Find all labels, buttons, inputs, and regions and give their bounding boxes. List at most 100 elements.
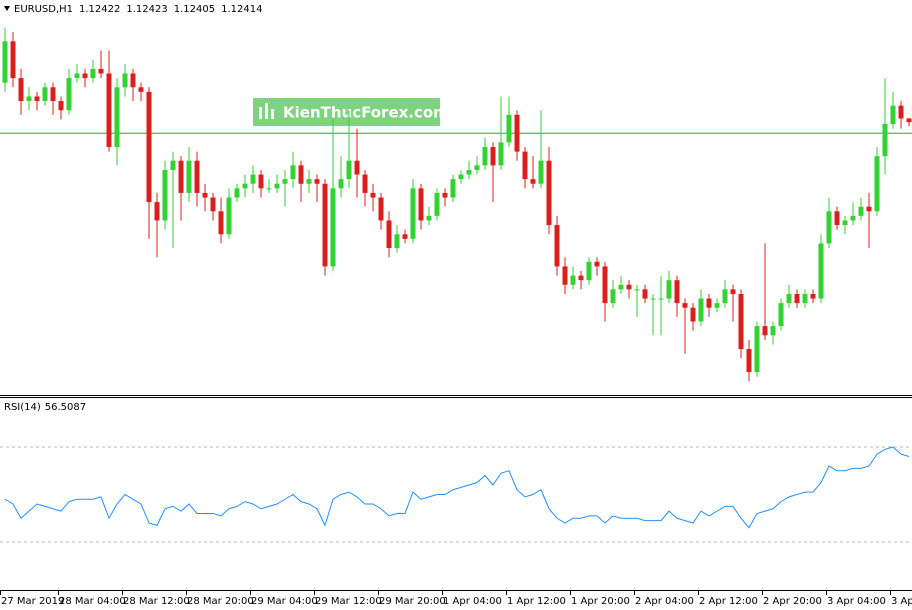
candle-body: [322, 183, 328, 267]
candle-body: [858, 206, 864, 216]
candle-body: [482, 146, 488, 166]
candle-body: [146, 91, 152, 203]
candle-body: [594, 261, 600, 267]
candle-body: [426, 215, 432, 221]
candle-body: [730, 289, 736, 294]
candle-body: [842, 220, 848, 226]
x-tick-label: 2 Apr 04:00: [635, 596, 694, 607]
candle-body: [66, 78, 72, 111]
x-tick-label: 2 Apr 12:00: [699, 596, 758, 607]
candle-body: [714, 303, 720, 308]
candle-body: [250, 174, 256, 184]
candle-body: [2, 41, 8, 83]
candle-body: [666, 280, 672, 299]
candle-body: [330, 188, 336, 267]
candle-body: [50, 87, 56, 102]
candle-body: [450, 179, 456, 198]
candle-body: [266, 188, 272, 190]
candle-body: [490, 146, 496, 166]
candle-body: [850, 215, 856, 221]
candle-body: [578, 275, 584, 281]
candle-body: [290, 165, 296, 180]
candle-body: [298, 165, 304, 184]
candle-body: [506, 114, 512, 143]
candle-body: [306, 179, 312, 184]
candle-body: [242, 183, 248, 189]
chart-header: EURUSD,H1 1.12422 1.12423 1.12405 1.12414: [14, 4, 262, 15]
x-tick-label: 29 Mar 12:00: [315, 596, 382, 607]
candle-body: [386, 220, 392, 249]
candle-body: [762, 326, 768, 336]
candle-body: [570, 275, 576, 285]
candle-body: [338, 179, 344, 189]
candle-body: [418, 188, 424, 221]
candle-body: [498, 142, 504, 166]
candle-body: [410, 188, 416, 239]
candle-body: [794, 293, 800, 304]
candle-body: [674, 280, 680, 304]
candle-body: [530, 179, 536, 184]
candle-body: [546, 160, 552, 226]
candle-body: [586, 261, 592, 281]
candle-body: [186, 160, 192, 193]
candle-body: [474, 165, 480, 170]
candle-body: [378, 197, 384, 221]
header-value: 1.12405: [174, 4, 215, 15]
candle-body: [434, 192, 440, 216]
candle-body: [98, 68, 104, 74]
candle-body: [234, 188, 240, 198]
candle-body: [458, 174, 464, 180]
candle-body: [114, 87, 120, 147]
x-tick-label: 2 Apr 20:00: [763, 596, 822, 607]
candle-body: [882, 124, 888, 157]
candle-body: [778, 303, 784, 327]
x-tick-label: 3 Ap: [891, 596, 912, 607]
x-tick-label: 28 Mar 20:00: [187, 596, 254, 607]
candle-body: [202, 192, 208, 198]
watermark: KienThucForex.com: [253, 98, 449, 126]
indicator-value: 56.5087: [45, 402, 86, 413]
candle-body: [442, 192, 448, 198]
menu-arrow[interactable]: [4, 6, 10, 11]
x-tick-label: 1 Apr 12:00: [507, 596, 566, 607]
watermark-text: KienThucForex.com: [283, 104, 449, 122]
candle-body: [738, 293, 744, 350]
candle-body: [818, 243, 824, 299]
candle-body: [610, 289, 616, 304]
x-tick-label: 1 Apr 04:00: [443, 596, 502, 607]
header-value: 1.12423: [126, 4, 167, 15]
candle-body: [370, 192, 376, 198]
candle-body: [618, 284, 624, 290]
x-tick-label: 29 Mar 20:00: [379, 596, 446, 607]
candle-body: [162, 169, 168, 221]
header-value: 1.12414: [221, 4, 262, 15]
candle-body: [18, 78, 24, 102]
candle-body: [10, 41, 16, 79]
candle-body: [538, 160, 544, 184]
candle-body: [282, 179, 288, 184]
candle-body: [690, 307, 696, 322]
candle-body: [26, 96, 32, 102]
candle-body: [802, 293, 808, 304]
candle-body: [42, 87, 48, 102]
candle-body: [770, 326, 776, 336]
candle-body: [138, 87, 144, 92]
candle-body: [90, 68, 96, 79]
candle-body: [826, 211, 832, 244]
candle-body: [562, 266, 568, 285]
candle-body: [602, 266, 608, 304]
candle-body: [194, 160, 200, 193]
watermark-icon: [259, 107, 262, 119]
candle-body: [722, 289, 728, 304]
candle-body: [130, 73, 136, 88]
candle-body: [178, 160, 184, 193]
watermark-icon: [271, 109, 274, 119]
candle-body: [170, 160, 176, 170]
watermark-icon: [265, 103, 268, 119]
x-tick-label: 28 Mar 12:00: [123, 596, 190, 607]
x-tick-label: 28 Mar 04:00: [59, 596, 126, 607]
candle-body: [210, 197, 216, 212]
candle-body: [650, 298, 656, 300]
candle-body: [514, 114, 520, 152]
